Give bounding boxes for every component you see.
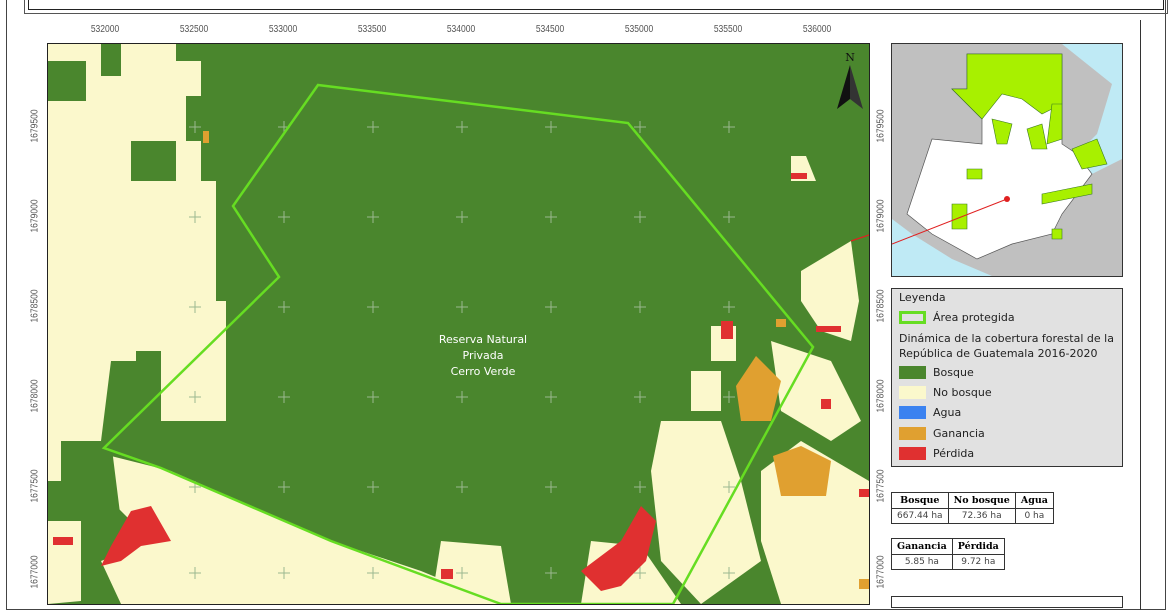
legend-subtitle: Dinámica de la cobertura forestal de la … [899,332,1114,360]
y-tick: 1677500 [875,469,887,503]
grid-cross [545,481,557,493]
y-tick: 1679500 [875,109,887,143]
grid-cross [634,481,646,493]
grid-cross [456,567,468,579]
main-map[interactable]: Reserva Natural Privada Cerro Verde N [47,43,870,605]
grid-cross [367,481,379,493]
grid-cross [278,391,290,403]
area-label: Privada [463,349,504,362]
protected-area-boundary [101,83,815,604]
area-table-change: Ganancia Pérdida 5.85 ha 9.72 ha [891,538,1005,570]
x-tick: 536000 [802,24,832,35]
grid-cross [545,301,557,313]
legend: Leyenda Área protegida Dinámica de la co… [891,288,1123,467]
grid-cross [545,211,557,223]
legend-protected-area: Área protegida [899,311,1015,324]
legend-item-ganancia: Ganancia [899,427,985,440]
legend-title: Leyenda [899,291,946,304]
y-tick: 1679000 [29,199,41,233]
grid-cross [456,391,468,403]
legend-item-perdida: Pérdida [899,447,974,460]
divider [1140,20,1141,610]
grid-cross [367,121,379,133]
x-tick: 535000 [624,24,654,35]
grid-cross [723,301,735,313]
y-tick: 1679500 [29,109,41,143]
grid-cross [189,391,201,403]
grid-cross [189,301,201,313]
area-table-cover: Bosque No bosque Agua 667.44 ha 72.36 ha 0 h… [891,492,1054,524]
area-label: Reserva Natural [439,333,527,346]
y-tick: 1677000 [29,555,41,589]
legend-item-agua: Agua [899,406,961,419]
svg-text:N: N [845,51,855,64]
grid-cross [723,211,735,223]
y-tick: 1679000 [875,199,887,233]
grid-cross [634,121,646,133]
grid-cross [278,301,290,313]
info-box [891,596,1123,608]
grid-cross [723,567,735,579]
x-tick: 534500 [535,24,565,35]
y-tick: 1678500 [29,289,41,323]
grid-cross [367,211,379,223]
grid-cross [367,301,379,313]
grid-crosses [189,121,735,579]
x-tick: 533000 [268,24,298,35]
grid-cross [278,481,290,493]
grid-cross [456,121,468,133]
grid-cross [634,567,646,579]
y-tick: 1678000 [875,379,887,413]
y-tick: 1677000 [875,555,887,589]
grid-cross [189,121,201,133]
grid-cross [189,211,201,223]
y-tick: 1678500 [875,289,887,323]
grid-cross [723,121,735,133]
grid-cross [634,211,646,223]
grid-cross [278,567,290,579]
grid-cross [278,211,290,223]
x-tick: 535500 [713,24,743,35]
area-label: Cerro Verde [451,365,516,378]
grid-cross [456,211,468,223]
y-tick: 1677500 [29,469,41,503]
grid-cross [367,391,379,403]
title-box [24,0,1168,14]
grid-cross [723,391,735,403]
legend-label: Área protegida [933,311,1015,324]
grid-cross [189,567,201,579]
grid-cross [456,301,468,313]
legend-item-bosque: Bosque [899,366,974,379]
x-tick: 534000 [446,24,476,35]
grid-cross [456,481,468,493]
grid-cross [545,121,557,133]
grid-cross [545,567,557,579]
protected-area-swatch [899,311,926,324]
north-arrow-icon: N [837,51,863,109]
y-tick: 1678000 [29,379,41,413]
bosque-patches [48,61,176,521]
grid-cross [545,391,557,403]
x-tick: 532000 [90,24,120,35]
legend-item-no-bosque: No bosque [899,386,992,399]
ganancia-areas [203,131,869,589]
x-tick: 532500 [179,24,209,35]
grid-cross [723,481,735,493]
grid-cross [634,391,646,403]
perdida-areas [53,173,869,591]
grid-cross [634,301,646,313]
locator-map [891,43,1123,277]
grid-cross [367,567,379,579]
x-tick: 533500 [357,24,387,35]
